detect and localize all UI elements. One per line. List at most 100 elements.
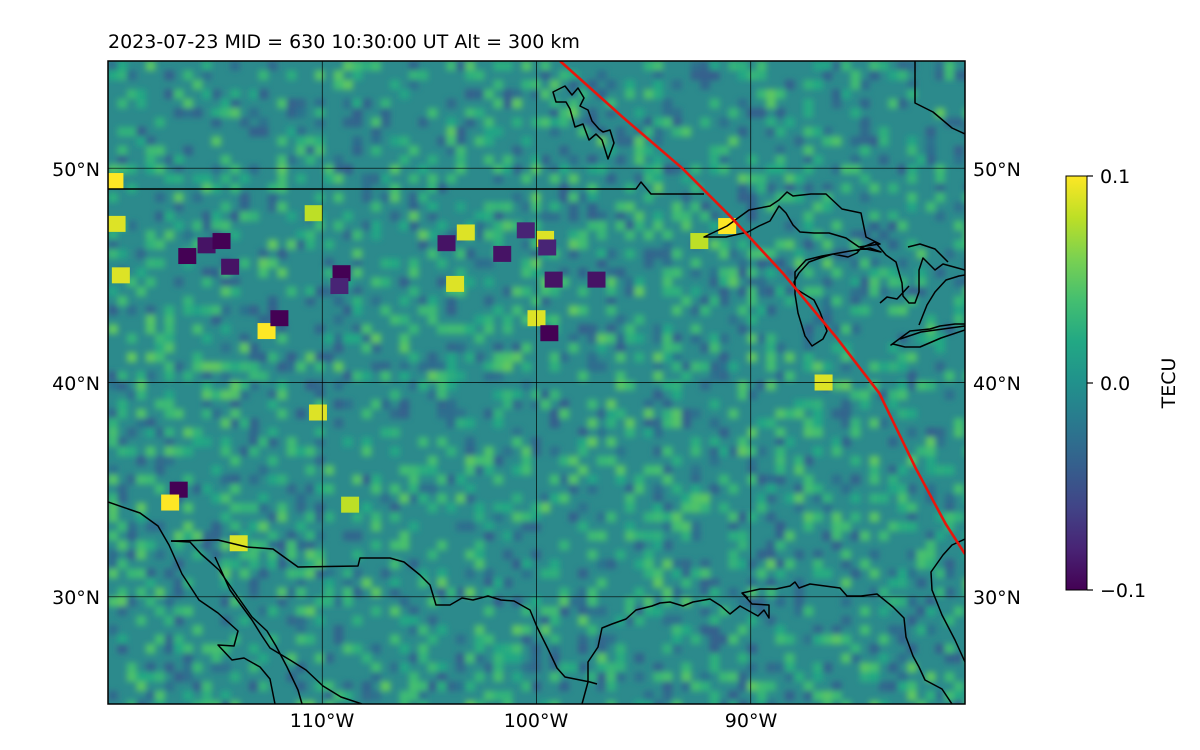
tec-cell — [841, 484, 852, 494]
tec-cell — [314, 117, 325, 128]
tec-cell — [850, 305, 861, 316]
tec-cell — [183, 653, 194, 664]
tec-cell — [512, 399, 523, 410]
tec-cell — [484, 89, 494, 100]
tec-cell — [672, 333, 682, 344]
tec-cell — [662, 512, 673, 523]
tec-cell — [606, 408, 617, 419]
tec-cell — [239, 380, 250, 391]
tec-cell — [756, 89, 767, 100]
tec-cell — [512, 145, 523, 156]
tec-cell — [390, 79, 400, 90]
tec-cell — [427, 155, 438, 165]
tec-cell — [615, 314, 626, 325]
tec-cell — [653, 531, 664, 541]
tec-cell — [587, 484, 598, 494]
tec-cell — [568, 79, 579, 90]
tec-cell — [211, 220, 222, 231]
tec-cell — [925, 455, 936, 466]
tec-cell — [465, 493, 476, 504]
tec-cell — [860, 192, 870, 203]
tec-cell — [145, 277, 156, 288]
tec-cell — [549, 390, 560, 400]
tec-cell — [954, 239, 964, 250]
tec-cell — [841, 361, 852, 372]
tec-cell — [700, 559, 711, 570]
tec-cell — [352, 587, 363, 598]
tec-cell — [719, 700, 729, 704]
tec-cell — [662, 502, 673, 513]
tec-cell — [418, 653, 429, 664]
tec-cell — [418, 484, 429, 494]
tec-cell — [202, 211, 212, 222]
tec-cell — [145, 371, 156, 382]
tec-cell — [324, 690, 335, 701]
tec-cell — [653, 502, 664, 513]
tec-cell — [897, 625, 908, 635]
tec-cell — [803, 634, 814, 645]
tec-cell — [286, 653, 297, 664]
tec-cell — [314, 427, 325, 438]
tec-cell — [371, 145, 382, 156]
tec-cell — [484, 211, 494, 222]
tec-cell — [568, 211, 579, 222]
tec-cell — [681, 596, 692, 607]
tec-cell — [587, 324, 598, 335]
tec-cell — [296, 540, 306, 551]
tec-cell — [568, 512, 579, 523]
tec-cell — [831, 540, 842, 551]
tec-cell — [249, 502, 259, 513]
tec-cell — [860, 145, 870, 156]
tec-cell — [587, 164, 598, 175]
tec-cell — [709, 484, 720, 494]
tec-cell — [634, 352, 645, 363]
tec-cell — [653, 662, 664, 673]
tec-cell — [935, 643, 946, 654]
tec-cell — [596, 427, 607, 438]
tec-cell — [728, 559, 739, 570]
tec-cell — [333, 625, 344, 635]
tec-cell — [437, 540, 447, 551]
tec-cell — [446, 145, 457, 156]
tec-cell — [672, 418, 682, 429]
tec-cell — [850, 70, 861, 81]
tec-cell — [239, 549, 250, 560]
tec-cell — [775, 155, 786, 165]
tec-cell — [615, 465, 626, 476]
tec-cell — [371, 474, 382, 485]
tec-cell — [408, 324, 419, 335]
tec-cell — [380, 427, 391, 438]
tec-cell — [333, 155, 344, 165]
tec-cell — [653, 333, 664, 344]
tec-cell — [737, 239, 748, 250]
tec-cell — [202, 173, 212, 184]
tec-cell — [747, 465, 758, 476]
tec-cell — [869, 474, 880, 485]
tec-cell — [709, 70, 720, 81]
tec-cell — [737, 700, 748, 704]
tec-cell — [709, 690, 720, 701]
tec-hotspot — [446, 275, 465, 292]
tec-cell — [634, 277, 645, 288]
tec-cell — [634, 559, 645, 570]
tec-cell — [784, 371, 795, 382]
tec-cell — [202, 437, 212, 447]
tec-cell — [803, 333, 814, 344]
tec-cell — [399, 296, 410, 306]
tec-cell — [343, 211, 353, 222]
tec-cell — [653, 700, 664, 704]
tec-cell — [512, 117, 523, 128]
tec-cell — [521, 681, 532, 692]
tec-cell — [737, 540, 748, 551]
tec-cell — [549, 314, 560, 325]
tec-cell — [860, 286, 870, 297]
tec-cell — [587, 437, 598, 447]
tec-cell — [484, 155, 494, 165]
tec-cell — [756, 700, 767, 704]
tec-cell — [747, 70, 758, 81]
tec-cell — [709, 155, 720, 165]
tec-cell — [117, 145, 128, 156]
tec-cell — [108, 474, 118, 485]
tec-cell — [220, 220, 231, 231]
tec-cell — [690, 531, 701, 541]
